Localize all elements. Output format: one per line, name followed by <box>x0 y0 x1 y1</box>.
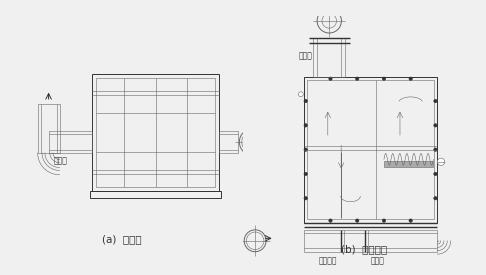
Text: 시험품: 시험품 <box>53 156 68 166</box>
Circle shape <box>437 158 445 166</box>
Bar <box>37 104 59 153</box>
Bar <box>304 230 437 252</box>
Circle shape <box>304 99 307 103</box>
Bar <box>307 80 434 219</box>
Circle shape <box>304 124 307 127</box>
Text: (a)  정면도: (a) 정면도 <box>102 235 141 244</box>
Bar <box>49 131 92 153</box>
Bar <box>90 191 221 198</box>
Circle shape <box>409 219 413 222</box>
Circle shape <box>434 172 437 176</box>
Circle shape <box>355 219 359 222</box>
Circle shape <box>329 219 332 222</box>
Circle shape <box>382 219 386 222</box>
Bar <box>92 74 219 191</box>
Circle shape <box>298 92 303 97</box>
Text: (b)  중앙단면: (b) 중앙단면 <box>342 244 387 254</box>
Circle shape <box>304 172 307 176</box>
Circle shape <box>329 77 332 80</box>
Circle shape <box>434 197 437 200</box>
Bar <box>304 77 437 222</box>
Circle shape <box>434 99 437 103</box>
Circle shape <box>434 124 437 127</box>
Bar <box>313 38 345 77</box>
Text: 시험품: 시험품 <box>298 51 312 60</box>
Text: 출구단면: 출구단면 <box>318 257 337 266</box>
Bar <box>384 161 434 167</box>
Bar <box>96 78 215 187</box>
Circle shape <box>409 77 413 80</box>
Circle shape <box>382 77 386 80</box>
Circle shape <box>355 77 359 80</box>
Circle shape <box>304 148 307 151</box>
Text: 중심면: 중심면 <box>370 257 384 266</box>
Circle shape <box>304 197 307 200</box>
Circle shape <box>434 148 437 151</box>
Bar <box>219 131 238 153</box>
